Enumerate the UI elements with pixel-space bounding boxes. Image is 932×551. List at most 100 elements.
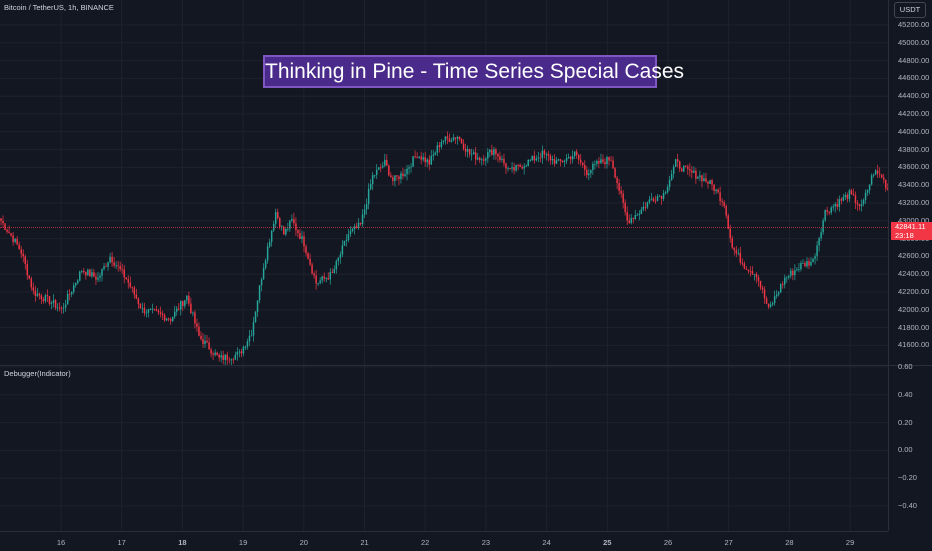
candle	[375, 164, 378, 180]
candle-body	[507, 168, 509, 169]
candle-body	[0, 218, 2, 221]
candle	[190, 297, 192, 315]
candle-body	[525, 165, 527, 167]
candle-body	[563, 160, 566, 163]
candle	[689, 163, 691, 177]
candle	[12, 232, 14, 246]
candle-body	[250, 335, 253, 337]
candle-body	[83, 270, 85, 273]
candle-body	[729, 228, 731, 239]
candle	[876, 164, 879, 178]
candle	[509, 167, 511, 170]
candle	[551, 155, 554, 165]
candle	[357, 218, 360, 231]
candle-body	[125, 277, 127, 280]
candle-body	[636, 214, 639, 216]
candle-body	[824, 210, 826, 221]
candle-body	[349, 231, 352, 235]
candle-body	[56, 307, 59, 309]
candle-body	[812, 258, 814, 262]
candle-body	[341, 245, 344, 255]
candle	[874, 169, 877, 176]
candle-body	[119, 266, 121, 270]
pane-separator[interactable]	[0, 365, 932, 366]
currency-button[interactable]: USDT	[894, 2, 926, 18]
price-axis[interactable]	[888, 0, 932, 531]
candle-body	[592, 164, 594, 170]
candle	[6, 228, 8, 234]
candle-body	[323, 276, 325, 279]
candle-body	[773, 296, 776, 304]
candle-body	[14, 238, 16, 242]
candle	[735, 245, 738, 258]
candle	[703, 172, 705, 182]
candle	[64, 299, 67, 312]
candle-body	[618, 183, 620, 191]
candle-body	[309, 258, 311, 265]
time-tick: 27	[724, 538, 733, 547]
candle-body	[709, 180, 711, 184]
candle-body	[363, 209, 366, 215]
candle	[79, 270, 81, 282]
candle-body	[222, 355, 224, 361]
candle	[210, 347, 212, 358]
candle	[208, 337, 210, 350]
candle	[34, 285, 37, 302]
candle-body	[763, 289, 766, 299]
candle	[418, 156, 420, 159]
candle	[474, 147, 477, 166]
symbol-title[interactable]: Bitcoin / TetherUS, 1h, BINANCE	[4, 3, 114, 12]
candle	[777, 290, 780, 297]
candle	[242, 345, 245, 357]
candle-body	[529, 160, 531, 161]
indicator-pane[interactable]	[0, 366, 888, 531]
candle	[755, 272, 758, 284]
candle	[757, 274, 760, 287]
indicator-label[interactable]: Debugger(Indicator)	[4, 369, 71, 378]
time-tick: 29	[845, 538, 855, 547]
candle-body	[541, 150, 544, 158]
candle-body	[115, 265, 117, 267]
candle	[515, 164, 517, 173]
candle	[404, 168, 406, 178]
candle	[713, 184, 715, 195]
candle	[872, 173, 875, 178]
candle-body	[858, 204, 861, 207]
candle-body	[822, 220, 824, 233]
candle-body	[452, 137, 455, 141]
candle	[274, 208, 277, 229]
candle-body	[321, 276, 323, 281]
price-tick: 45200.00	[898, 20, 930, 29]
candlestick-chart[interactable]	[0, 0, 888, 365]
candle-body	[685, 166, 687, 167]
candle	[60, 306, 63, 314]
candle	[650, 192, 653, 201]
candle-body	[751, 271, 754, 275]
candle	[806, 257, 808, 269]
candle-body	[557, 159, 560, 161]
candle-body	[274, 212, 277, 224]
candle	[402, 167, 404, 180]
candle-body	[854, 195, 857, 203]
candle	[458, 136, 461, 141]
candle-body	[680, 168, 683, 172]
candle	[394, 175, 396, 187]
candle	[586, 165, 588, 179]
candle-body	[610, 160, 612, 162]
candle	[790, 267, 792, 279]
candle	[135, 288, 138, 300]
candle-body	[717, 189, 719, 193]
candle-body	[137, 298, 140, 304]
candle	[557, 158, 560, 162]
candle-body	[58, 307, 61, 309]
candle-body	[329, 272, 332, 280]
candle-body	[638, 213, 641, 215]
candle-body	[74, 283, 77, 286]
time-axis[interactable]	[0, 531, 888, 551]
candle-body	[145, 312, 148, 314]
candle-body	[153, 308, 156, 310]
main-chart-pane[interactable]	[0, 0, 888, 365]
candle-body	[434, 152, 437, 155]
candle-body	[539, 157, 542, 159]
candle	[315, 269, 317, 290]
